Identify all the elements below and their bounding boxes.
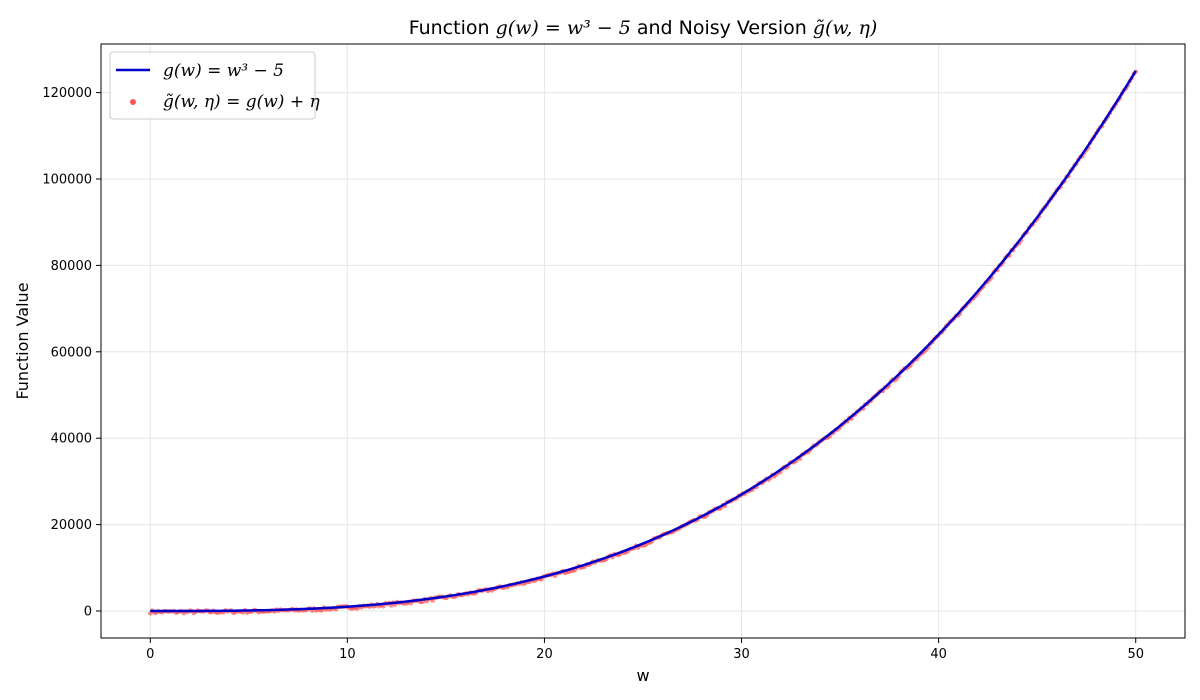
x-tick-label-5: 50 xyxy=(1127,647,1144,662)
plot-area xyxy=(148,69,1138,616)
x-tick-label-0: 0 xyxy=(146,647,154,662)
legend: g(w) = w³ − 5 g̃(w, η) = g(w) + η xyxy=(109,51,320,120)
x-tick-label-1: 10 xyxy=(339,647,356,662)
x-tick-label-4: 40 xyxy=(930,647,947,662)
ticks: 0 10 20 30 40 50 0 20000 40000 60000 80000 100000 12… xyxy=(42,86,1144,662)
y-tick-label-4: 80000 xyxy=(51,259,92,274)
y-axis-label: Function Value xyxy=(13,282,32,399)
function-line-series xyxy=(150,70,1137,613)
chart-title: Function g(w) = w³ − 5 and Noisy Version… xyxy=(409,17,878,39)
y-tick-label-0: 0 xyxy=(84,605,92,620)
y-tick-label-5: 100000 xyxy=(42,173,92,188)
y-tick-label-1: 20000 xyxy=(51,518,92,533)
legend-label-line: g(w) = w³ − 5 xyxy=(163,61,284,81)
grid xyxy=(101,44,1185,638)
title-prefix: Function xyxy=(409,17,496,39)
y-tick-label-2: 40000 xyxy=(51,432,92,447)
axes-frame xyxy=(100,43,1186,639)
y-tick-label-6: 120000 xyxy=(42,86,92,101)
title-formula: g(w) = w³ − 5 xyxy=(496,17,631,39)
x-tick-label-2: 20 xyxy=(536,647,553,662)
legend-label-scatter: g̃(w, η) = g(w) + η xyxy=(163,92,320,112)
x-axis-label: w xyxy=(636,666,649,685)
legend-box xyxy=(109,51,316,120)
legend-scatter-swatch xyxy=(130,99,136,105)
x-tick-label-3: 30 xyxy=(733,647,750,662)
y-tick-label-3: 60000 xyxy=(51,345,92,360)
title-noisy: g̃(w, η) xyxy=(813,17,877,39)
title-middle: and Noisy Version xyxy=(631,17,813,39)
